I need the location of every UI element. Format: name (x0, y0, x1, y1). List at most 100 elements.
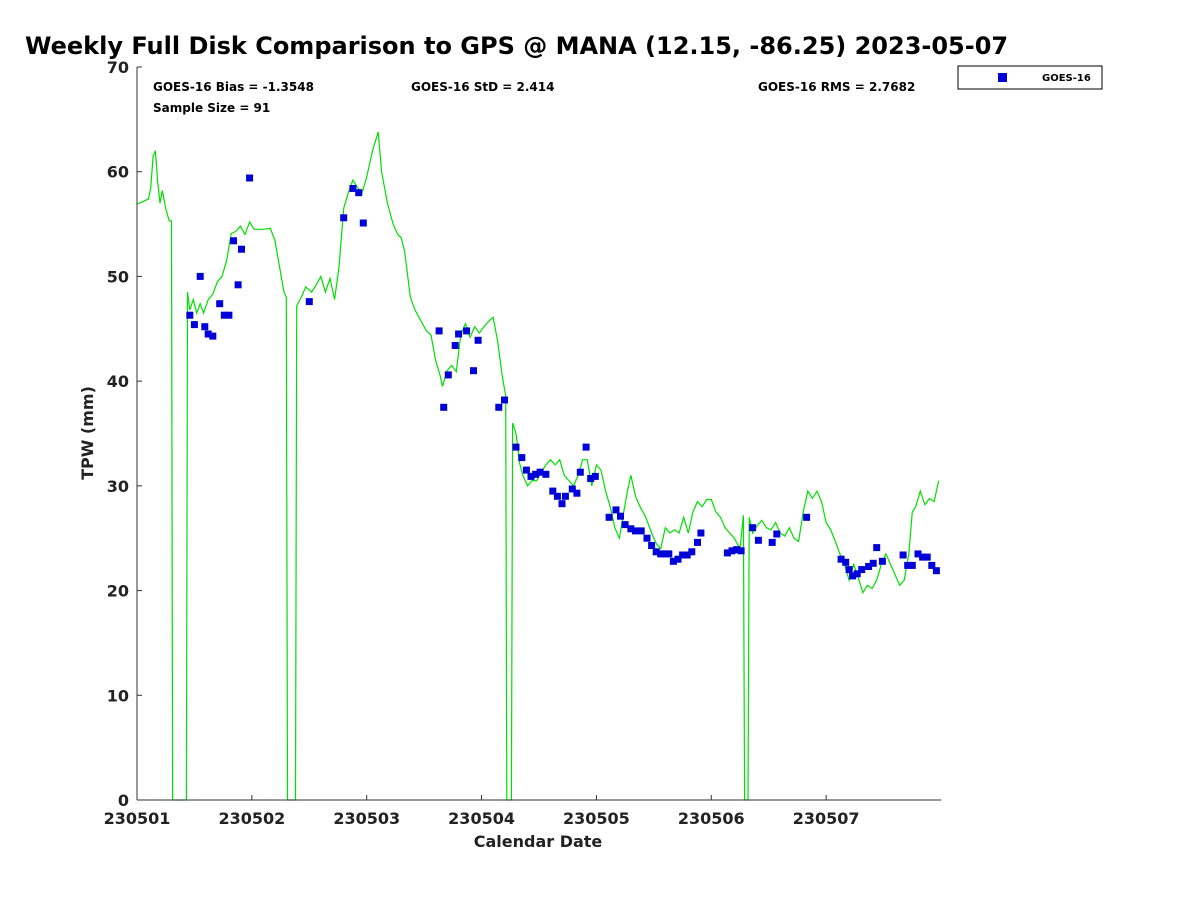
goes16-data-point (683, 551, 691, 559)
goes16-data-point (230, 237, 237, 245)
goes16-data-point (773, 530, 781, 538)
goes16-data-point (435, 327, 443, 335)
goes16-data-point (204, 330, 212, 338)
goes16-data-point (865, 563, 873, 570)
goes16-data-point (561, 492, 569, 500)
goes16-data-point (470, 367, 477, 375)
goes16-data-point (455, 330, 463, 338)
legend-box (957, 65, 1103, 90)
goes16-data-point (605, 513, 613, 521)
x-tick-label: 230502 (218, 809, 285, 828)
goes16-data-point (532, 470, 540, 478)
goes16-data-point (853, 570, 861, 578)
goes16-data-point (527, 472, 535, 480)
goes16-data-point (627, 525, 635, 533)
goes16-data-point (849, 572, 857, 580)
legend-goes16-label: GOES-16 (1042, 73, 1091, 84)
goes16-data-point (869, 559, 877, 567)
gps-line-group (136, 131, 940, 801)
x-ticks-group: 230501 230502 230503 230504 230505 230506 2305… (104, 795, 860, 828)
goes16-marker-group (186, 174, 940, 580)
goes16-data-point (845, 566, 853, 574)
chart-title: Weekly Full Disk Comparison to GPS @ MAN… (25, 32, 1008, 60)
goes16-data-point (246, 174, 254, 182)
y-tick-label: 0 (118, 791, 129, 810)
goes16-data-point (495, 403, 503, 411)
goes16-data-point (573, 489, 581, 497)
y-tick-label: 50 (107, 267, 129, 286)
legend-goes16-marker (998, 73, 1007, 82)
goes16-data-point (440, 403, 448, 411)
goes16-data-point (932, 567, 940, 575)
goes16-data-point (536, 468, 544, 476)
x-tick-label: 230501 (104, 809, 171, 828)
goes16-data-point (697, 529, 705, 537)
goes16-data-point (632, 527, 639, 535)
goes16-data-point (355, 189, 363, 197)
goes16-data-point (512, 443, 520, 451)
goes16-data-point (196, 272, 204, 280)
goes16-data-point (858, 566, 866, 574)
y-tick-label: 40 (107, 372, 129, 391)
goes16-data-point (728, 547, 736, 555)
goes16-data-point (914, 550, 922, 558)
goes16-data-point (451, 342, 459, 349)
goes16-data-point (186, 311, 194, 319)
goes16-data-point (737, 547, 745, 555)
goes16-data-point (553, 492, 561, 500)
std-stat: GOES-16 StD = 2.414 (411, 80, 554, 94)
goes16-data-point (899, 551, 907, 559)
goes16-data-point (501, 396, 508, 404)
x-tick-label: 230504 (448, 809, 515, 828)
goes16-data-point (674, 555, 682, 563)
legend: GOES-16 (957, 65, 1103, 90)
goes16-data-point (694, 538, 701, 546)
goes16-data-point (444, 371, 452, 379)
sample-size-stat: Sample Size = 91 (153, 101, 270, 115)
goes16-data-point (340, 214, 348, 222)
goes16-data-point (621, 521, 629, 529)
goes16-data-point (220, 311, 228, 319)
goes16-data-point (657, 550, 665, 558)
y-tick-label: 70 (107, 58, 129, 77)
goes16-data-point (652, 548, 660, 556)
goes16-data-point (904, 561, 912, 569)
goes16-data-point (878, 557, 886, 565)
goes16-data-point (908, 561, 916, 569)
goes16-data-point (522, 466, 530, 474)
goes16-data-point (643, 534, 651, 542)
goes16-data-point (842, 558, 850, 566)
goes16-data-point (679, 551, 687, 559)
goes16-data-point (518, 454, 526, 462)
goes16-data-point (928, 561, 936, 569)
goes16-data-point (919, 553, 927, 561)
goes16-data-point (582, 443, 590, 451)
goes16-data-point (669, 557, 677, 565)
rms-stat: GOES-16 RMS = 2.7682 (758, 80, 915, 94)
x-tick-label: 230506 (678, 809, 745, 828)
goes16-data-point (637, 527, 645, 535)
goes16-data-point (225, 311, 233, 319)
goes16-data-point (190, 321, 198, 329)
goes16-data-point (359, 219, 367, 227)
x-tick-label: 230505 (563, 809, 630, 828)
goes16-data-point (803, 513, 811, 521)
x-tick-label: 230507 (793, 809, 860, 828)
goes16-data-point (201, 323, 209, 331)
goes16-data-point (923, 553, 931, 561)
goes16-data-point (665, 550, 673, 558)
x-tick-label: 230503 (333, 809, 400, 828)
x-axis-label: Calendar Date (474, 832, 603, 851)
y-tick-label: 60 (107, 163, 129, 182)
goes16-data-point (474, 336, 482, 344)
goes16-data-point (688, 548, 696, 556)
goes16-data-point (587, 475, 595, 482)
goes16-data-point (568, 485, 576, 493)
goes16-data-point (349, 185, 357, 192)
y-tick-label: 30 (107, 477, 129, 496)
goes16-data-point (768, 538, 776, 546)
goes16-data-point (558, 500, 566, 508)
goes16-data-point (209, 332, 217, 340)
axes-group (136, 67, 941, 801)
